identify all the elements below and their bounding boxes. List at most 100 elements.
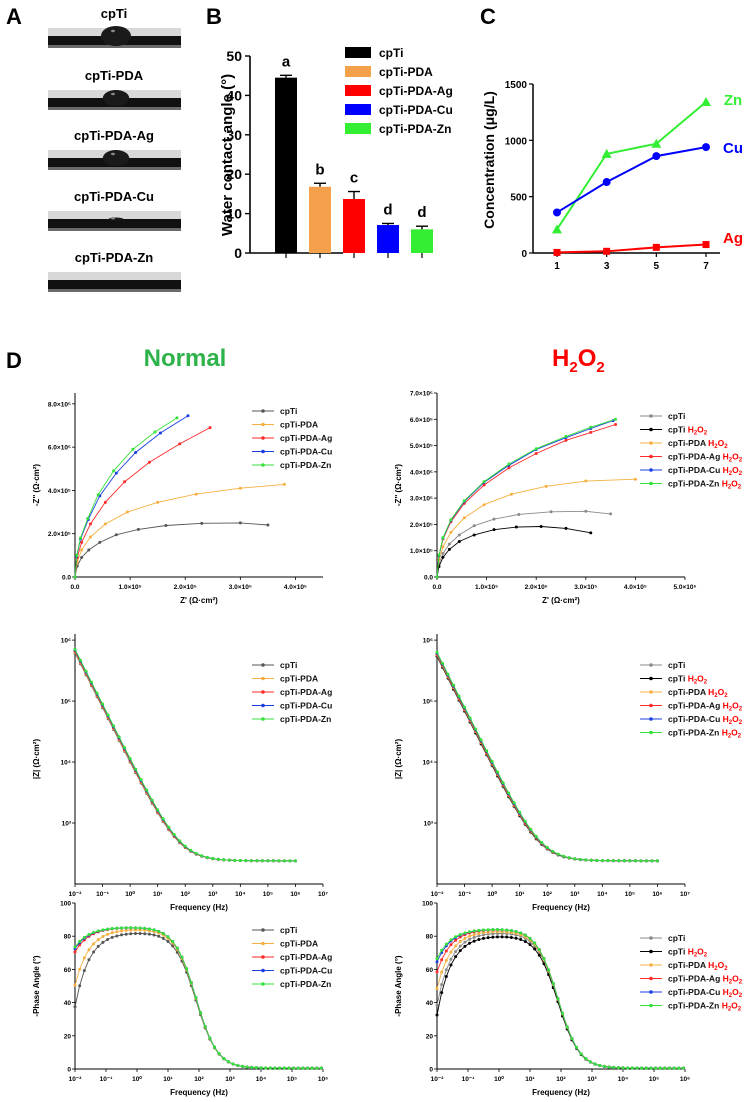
bode-modulus-series-4-point: [222, 858, 226, 862]
series-line-cu: [556, 146, 707, 214]
x-tick-label: 10⁴: [618, 1076, 628, 1083]
bode-phase-series-4-point: [143, 926, 147, 930]
nyquist-series-2-point: [441, 545, 445, 549]
x-tick-label: 10⁵: [625, 891, 635, 898]
x-axis-label: Frequency (Hz): [532, 1088, 590, 1097]
bode-modulus-series-5-point: [518, 810, 522, 814]
legend-label: cpTi: [668, 933, 685, 943]
legend-marker: [649, 717, 653, 721]
legend-label-h2o2: H: [688, 674, 694, 684]
bode-phase-series-1-point: [106, 932, 110, 936]
bode-phase-series-5-point: [588, 1060, 592, 1064]
bode-phase-series-0-point: [472, 935, 476, 939]
bode-phase-series-2-point: [482, 931, 485, 935]
legend-label-base: cpTi-PDA-Zn: [668, 1001, 722, 1011]
bode-phase-series-1-point: [542, 962, 546, 966]
legend-label: cpTi: [280, 660, 297, 670]
y-tick-label: 500: [510, 193, 527, 204]
nyquist-series-0-point: [164, 523, 168, 527]
bode-phase-series-0-point: [87, 958, 91, 962]
x-tick-label: 10⁵: [287, 1076, 297, 1083]
bode-phase-series-1-point: [129, 928, 133, 932]
bode-phase-series-0-point: [96, 944, 100, 948]
substrate-reflection: [48, 45, 181, 48]
data-point-zn: [651, 138, 662, 148]
legend-label: cpTi-PDA-Ag H2O2: [668, 974, 743, 986]
y-tick-label: 100: [60, 901, 71, 908]
bode-modulus-series-5-line: [436, 652, 658, 862]
bode-phase-series-4-point: [133, 926, 137, 930]
bode-modulus-series-4-point: [293, 859, 297, 863]
data-point-ag: [702, 241, 710, 249]
bode-phase-series-4-point: [96, 929, 100, 933]
nyquist-series-2-point: [208, 426, 212, 430]
nyquist-series-0-line: [74, 522, 268, 578]
legend-marker: [649, 976, 653, 981]
bode-modulus-series-4-point: [156, 808, 160, 812]
legend-label: cpTi-PDA-Ag: [280, 433, 332, 443]
legend-label-h2o2-sub: 2: [729, 707, 733, 713]
bode-phase-series-1-point: [486, 936, 490, 940]
x-tick-label: 10⁶: [290, 891, 300, 898]
x-tick-label: 10⁻²: [69, 1076, 83, 1083]
data-point-cu: [553, 208, 561, 217]
legend-label-base: cpTi-PDA-Zn: [668, 479, 722, 489]
legend-label-h2o2-o: O: [732, 465, 739, 475]
substrate-reflection: [48, 167, 181, 170]
y-tick-label: 8.0×10⁵: [48, 401, 71, 408]
bode-modulus-series-4-point: [183, 844, 187, 848]
bode-phase-series-5-point: [514, 930, 518, 934]
legend-label: cpTi-PDA-Zn H2O2: [668, 1001, 742, 1013]
nyquist-series-0-point: [80, 556, 84, 560]
series-line-zn: [556, 101, 707, 230]
nyquist-series-1-point: [80, 548, 84, 552]
y-tick-label: 10⁵: [423, 699, 433, 706]
legend-label-h2o2-sub: 2: [714, 966, 718, 972]
y-tick-label: 0: [234, 245, 242, 261]
substrate-reflection: [48, 289, 181, 292]
bode-modulus-series-4-point: [117, 735, 121, 739]
bode-phase-series-5-point: [598, 1063, 602, 1067]
legend-label-h2o2-o: O: [732, 452, 739, 462]
y-tick-label: 6.0×10⁵: [48, 445, 71, 452]
substrate-reflection: [48, 107, 181, 110]
nyquist-series-2-point: [633, 477, 637, 481]
bode-modulus-series-4-point: [150, 798, 154, 802]
legend-swatch: [345, 104, 371, 115]
legend-label-h2o2-o: O: [718, 960, 725, 970]
y-tick-label: 50: [226, 48, 242, 64]
legend-label: cpTi-PDA-Ag: [379, 84, 453, 98]
bode-phase-series-5-point: [482, 928, 485, 932]
y-tick-label: 60: [64, 967, 72, 974]
y-axis-label: Water contact angle (°): [219, 74, 236, 236]
nyquist-series-0-point: [447, 542, 451, 546]
bode-phase-series-1-point: [495, 935, 499, 939]
x-tick-label: 10⁻²: [431, 1076, 445, 1083]
x-tick-label: 5: [654, 261, 660, 272]
bode-phase-series-0-point: [92, 950, 96, 954]
bode-modulus-series-5-point: [589, 858, 593, 862]
nyquist-series-0-point: [457, 533, 461, 537]
bode-modulus-series-5-point: [452, 683, 456, 687]
bode-modulus-series-4-point: [249, 859, 253, 863]
bode-phase-series-4-point: [120, 926, 123, 930]
legend-label-h2o2-sub: 2: [728, 485, 732, 491]
bode-phase-series-1-point: [435, 1013, 439, 1017]
legend-label-h2o2-sub2: 2: [704, 680, 708, 686]
legend-label-h2o2-sub2: 2: [704, 431, 708, 437]
bode-phase-series-0-point: [115, 934, 119, 938]
photo-label: cpTi: [101, 6, 128, 21]
water-droplet: [101, 26, 131, 46]
legend-label-base: cpTi-PDA-Cu: [668, 465, 723, 475]
bode-phase-series-4-point: [203, 1025, 207, 1029]
bode-phase-series-0-point: [449, 957, 453, 961]
legend-label-h2o2-sub: 2: [729, 720, 733, 726]
bode-phase-series-3-point: [440, 958, 444, 962]
legend-label: cpTi-PDA-Cu: [280, 701, 332, 711]
bode-modulus-series-5-point: [650, 859, 654, 863]
nyquist-series-2-point: [449, 530, 453, 534]
nyquist-series-5-point: [614, 417, 618, 421]
substrate-surface: [48, 219, 181, 228]
bode-phase-series-5-point: [486, 928, 490, 932]
